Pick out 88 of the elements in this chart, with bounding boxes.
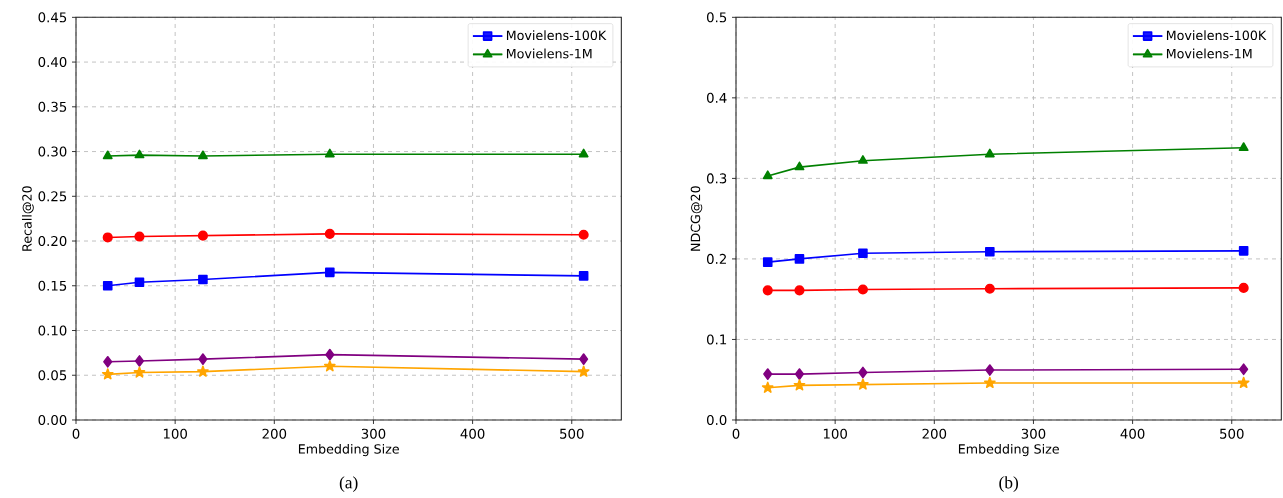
legend-label: Movielens-100K — [1166, 30, 1267, 41]
point — [794, 254, 805, 264]
legend-label: Movielens-100K — [506, 30, 607, 41]
y-tick-label: 0.2 — [706, 253, 726, 264]
point — [197, 365, 209, 377]
point — [102, 232, 113, 243]
point — [1238, 246, 1249, 256]
x-axis-title: Embedding Size — [298, 443, 399, 457]
y-axis-title: NDCG@20 — [690, 186, 703, 251]
point — [101, 368, 114, 380]
y-tick-label: 0.0 — [706, 414, 727, 426]
x-tick-label: 100 — [823, 428, 847, 439]
y-tick-label: 0.1 — [706, 334, 727, 345]
y-tick-label: 0.25 — [38, 191, 67, 202]
point — [984, 148, 995, 158]
point — [197, 150, 208, 160]
y-tick-label: 0.45 — [38, 12, 67, 23]
point — [985, 246, 995, 257]
point — [325, 267, 335, 278]
legend-label: Movielens-1M — [506, 48, 592, 59]
y-tick-label: 0.15 — [38, 280, 67, 291]
x-tick-label: 300 — [361, 428, 386, 439]
point — [324, 228, 335, 239]
y-tick-label: 0.4 — [706, 92, 727, 103]
point — [793, 379, 806, 391]
y-tick-label: 0.05 — [38, 370, 67, 381]
point — [857, 155, 868, 164]
point — [134, 277, 145, 287]
point — [984, 283, 995, 294]
legend-label: Movielens-1M — [1166, 48, 1252, 59]
point — [579, 353, 589, 365]
point — [578, 271, 589, 281]
point — [198, 274, 208, 285]
point — [762, 170, 773, 180]
point — [983, 376, 996, 389]
point — [577, 365, 590, 377]
x-tick-label: 0 — [732, 428, 740, 439]
x-tick-label: 500 — [1220, 428, 1244, 439]
point — [794, 161, 805, 171]
point — [857, 378, 869, 390]
y-tick-label: 0.10 — [38, 325, 67, 336]
point — [133, 366, 146, 378]
y-tick-label: 0.35 — [38, 101, 67, 112]
point — [1237, 376, 1250, 389]
point — [1238, 142, 1249, 151]
y-tick-label: 0.30 — [38, 146, 67, 157]
x-tick-label: 400 — [460, 428, 485, 439]
point — [197, 230, 208, 241]
point — [102, 280, 113, 291]
point — [323, 360, 336, 372]
point — [762, 257, 773, 267]
y-tick-label: 0.3 — [706, 173, 727, 184]
x-tick-label: 200 — [922, 428, 947, 439]
point — [134, 355, 145, 367]
x-tick-label: 0 — [72, 428, 80, 439]
y-tick-label: 0.20 — [38, 235, 67, 247]
point — [794, 368, 805, 380]
point — [858, 366, 868, 379]
point — [578, 229, 589, 240]
text: (b) — [999, 476, 1019, 492]
x-tick-label: 200 — [262, 428, 287, 439]
point — [1238, 282, 1249, 293]
point — [134, 149, 145, 159]
point — [858, 248, 868, 259]
point — [578, 148, 589, 158]
y-tick-label: 0.40 — [38, 57, 67, 68]
x-tick-label: 500 — [560, 428, 584, 439]
point — [985, 364, 995, 376]
point — [102, 150, 113, 160]
x-tick-label: 400 — [1120, 428, 1145, 439]
point — [1239, 363, 1249, 376]
y-tick-label: 0.00 — [38, 414, 67, 426]
point — [857, 284, 868, 295]
y-axis-title: Recall@20 — [21, 186, 34, 251]
point — [763, 368, 773, 380]
point — [103, 355, 113, 368]
point — [761, 381, 774, 393]
y-tick-label: 0.5 — [706, 12, 727, 23]
point — [134, 231, 145, 242]
point — [762, 285, 773, 296]
text: (a) — [339, 476, 358, 492]
x-axis-title: Embedding Size — [958, 443, 1059, 457]
point — [198, 353, 208, 365]
x-tick-label: 300 — [1021, 428, 1046, 439]
point — [324, 148, 335, 158]
point — [325, 348, 335, 361]
x-tick-label: 100 — [163, 428, 187, 439]
point — [794, 285, 805, 296]
